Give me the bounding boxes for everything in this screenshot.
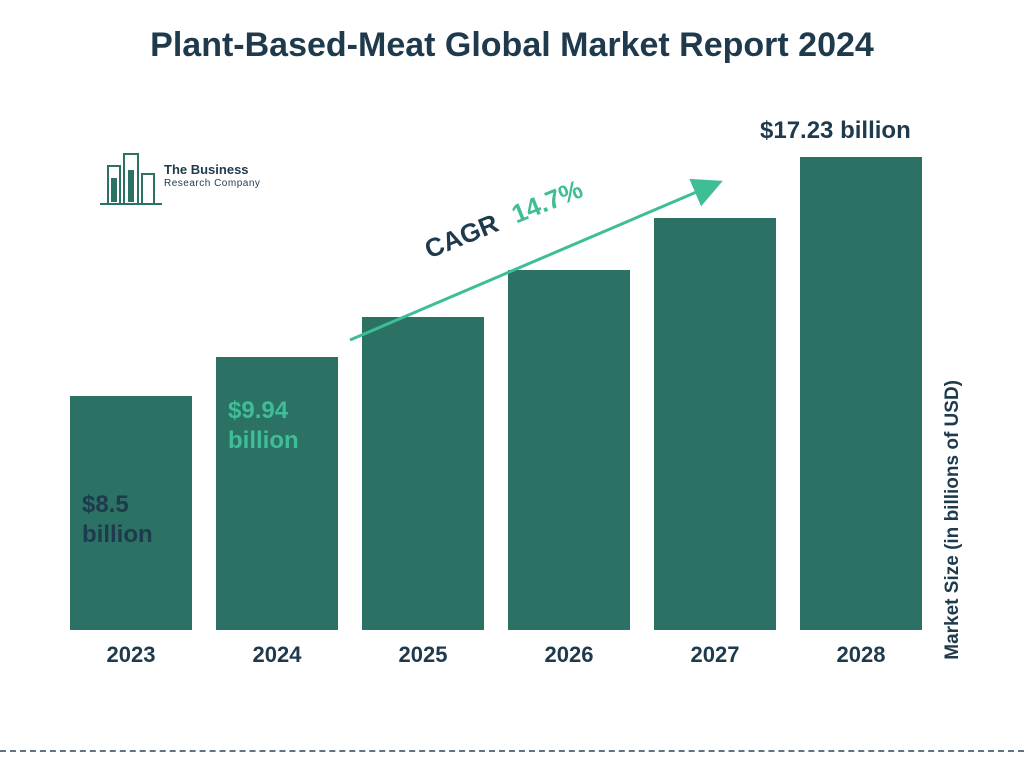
bar-2025 bbox=[362, 317, 484, 630]
xlabel-2024: 2024 bbox=[217, 642, 337, 668]
callout-2024-line2: billion bbox=[228, 426, 299, 456]
callout-2023: $8.5 billion bbox=[82, 490, 153, 550]
y-axis-label: Market Size (in billions of USD) bbox=[942, 380, 964, 660]
xlabel-2028: 2028 bbox=[801, 642, 921, 668]
x-axis-labels: 2023 2024 2025 2026 2027 2028 bbox=[70, 634, 940, 670]
page-root: Plant-Based-Meat Global Market Report 20… bbox=[0, 0, 1024, 768]
xlabel-2027: 2027 bbox=[655, 642, 775, 668]
cagr-annotation: CAGR 14.7% bbox=[340, 170, 740, 330]
xlabel-2026: 2026 bbox=[509, 642, 629, 668]
callout-2024-line1: $9.94 bbox=[228, 396, 299, 426]
callout-2028: $17.23 billion bbox=[760, 116, 911, 146]
callout-2024: $9.94 billion bbox=[228, 396, 299, 456]
chart-title: Plant-Based-Meat Global Market Report 20… bbox=[0, 24, 1024, 67]
xlabel-2025: 2025 bbox=[363, 642, 483, 668]
callout-2023-line2: billion bbox=[82, 520, 153, 550]
xlabel-2023: 2023 bbox=[71, 642, 191, 668]
callout-2023-line1: $8.5 bbox=[82, 490, 153, 520]
bottom-divider bbox=[0, 750, 1024, 752]
bar-2028 bbox=[800, 157, 922, 630]
callout-2028-line1: $17.23 billion bbox=[760, 116, 911, 146]
